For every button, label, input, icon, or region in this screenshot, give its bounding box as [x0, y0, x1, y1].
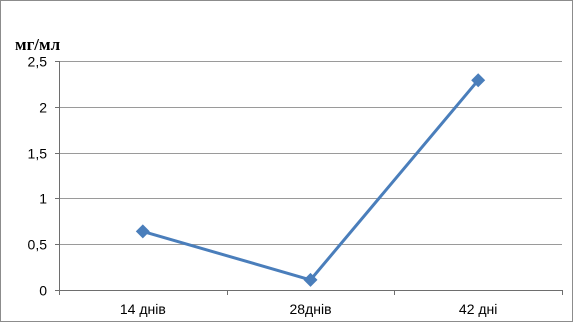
x-tick-label: 28днів — [289, 301, 331, 317]
y-tick-label: 1,5 — [28, 146, 48, 162]
series-line — [141, 78, 480, 282]
data-point-marker — [471, 73, 486, 88]
y-tick-label: 1 — [39, 191, 47, 207]
y-tick-label: 0,5 — [28, 237, 48, 253]
grid-lines — [59, 61, 562, 245]
y-tick-labels: 0 0,5 1 1,5 2 2,5 — [28, 54, 48, 299]
x-tick-label: 14 днів — [120, 301, 166, 317]
y-tick-label: 0 — [39, 283, 47, 299]
y-axis-unit-label: мг/мл — [15, 35, 61, 54]
series — [135, 73, 486, 287]
data-point-marker — [135, 224, 150, 239]
axes — [55, 61, 563, 295]
y-tick-label: 2,5 — [28, 54, 48, 70]
x-tick-labels: 14 днів 28днів 42 дні — [120, 301, 498, 317]
x-tick-label: 42 дні — [459, 301, 497, 317]
y-tick-label: 2 — [39, 100, 47, 116]
data-point-marker — [303, 272, 318, 287]
